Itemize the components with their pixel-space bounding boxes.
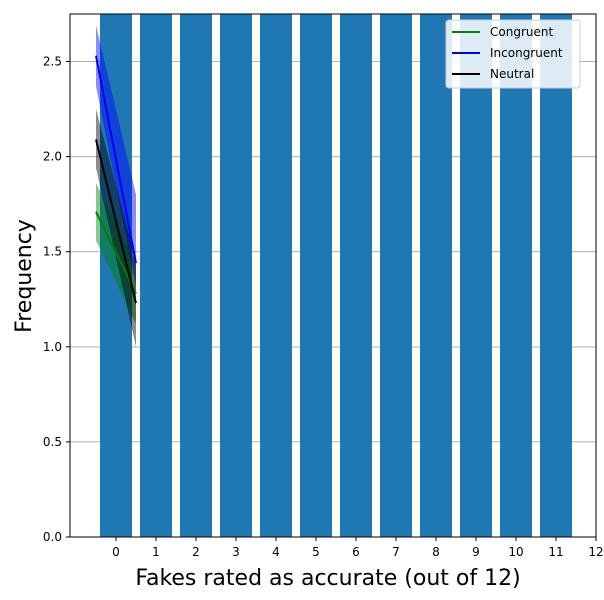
x-tick-label-1: 1 <box>152 545 160 559</box>
legend: Congruent Incongruent Neutral <box>446 20 580 88</box>
bar-7 <box>380 14 412 537</box>
y-tick-label-2: 1.0 <box>43 340 62 354</box>
x-tick-label-5: 5 <box>312 545 320 559</box>
bar-8 <box>420 14 452 537</box>
legend-label-incongruent: Incongruent <box>490 46 563 60</box>
bar-9 <box>460 14 492 537</box>
x-tick-label-8: 8 <box>432 545 440 559</box>
bar-1 <box>140 14 172 537</box>
x-tick-label-11: 11 <box>548 545 563 559</box>
y-axis-label: Frequency <box>12 219 37 333</box>
y-tick-label-3: 1.5 <box>43 245 62 259</box>
bar-10 <box>500 14 532 537</box>
y-axis-ticks: 0.0 0.5 1.0 1.5 2.0 2.5 <box>43 55 70 544</box>
y-tick-label-1: 0.5 <box>43 435 62 449</box>
y-tick-label-4: 2.0 <box>43 150 62 164</box>
bars <box>100 14 572 537</box>
legend-label-congruent: Congruent <box>490 25 553 39</box>
legend-label-neutral: Neutral <box>490 67 534 81</box>
bar-6 <box>340 14 372 537</box>
bar-11 <box>540 14 572 537</box>
y-tick-label-5: 2.5 <box>43 55 62 69</box>
x-tick-label-10: 10 <box>508 545 523 559</box>
x-tick-label-7: 7 <box>392 545 400 559</box>
bar-5 <box>300 14 332 537</box>
bar-3 <box>220 14 252 537</box>
x-tick-label-2: 2 <box>192 545 200 559</box>
x-tick-label-12: 12 <box>588 545 603 559</box>
x-tick-label-9: 9 <box>472 545 480 559</box>
bar-4 <box>260 14 292 537</box>
x-axis-label: Fakes rated as accurate (out of 12) <box>135 566 520 591</box>
x-tick-label-0: 0 <box>112 545 120 559</box>
x-tick-label-4: 4 <box>272 545 280 559</box>
y-tick-label-0: 0.0 <box>43 530 62 544</box>
x-tick-label-3: 3 <box>232 545 240 559</box>
x-tick-label-6: 6 <box>352 545 360 559</box>
x-axis-ticks: 0 1 2 3 4 5 6 7 8 9 10 11 12 <box>112 537 603 559</box>
bar-2 <box>180 14 212 537</box>
